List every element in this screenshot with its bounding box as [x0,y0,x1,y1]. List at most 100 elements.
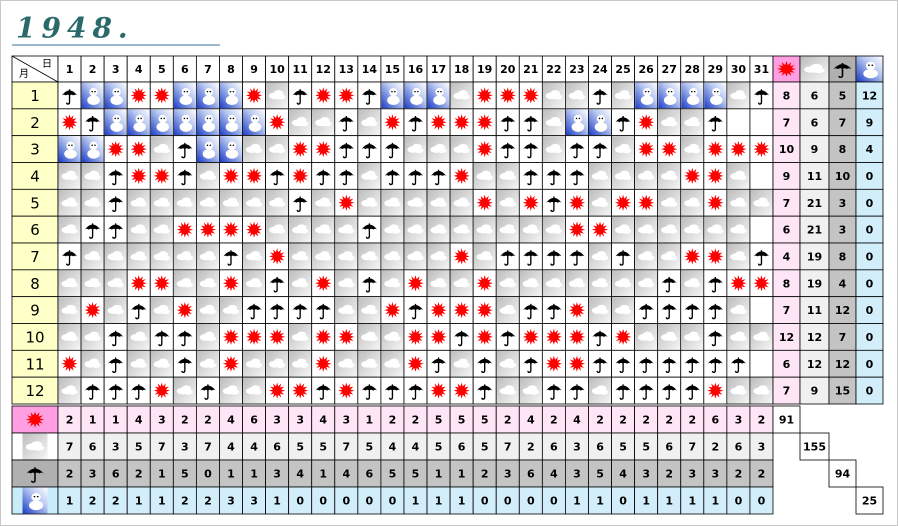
month-count-cell [799,376,830,405]
weather-icon [196,243,219,270]
month-count-cell [772,242,801,271]
weather-icon [427,243,450,270]
day-number: 27 [662,63,677,76]
weather-icon [681,136,704,162]
month-count: 7 [783,116,791,129]
weather-icon [450,136,473,162]
month-count: 7 [839,116,847,129]
day-count: 6 [366,468,374,481]
weather-icon [150,136,173,162]
month-count: 11 [807,304,822,317]
weather-icon [542,270,565,297]
day-count: 1 [366,414,374,427]
day-count: 2 [481,468,489,481]
weather-icon [588,243,612,270]
day-count: 4 [135,414,143,427]
weather-icon [727,297,750,323]
weather-icon [358,163,381,189]
weather-icon [704,82,727,109]
weather-icon [612,297,635,323]
day-number: 10 [269,63,285,76]
month-label-cell [11,296,59,324]
weather-icon [565,82,588,109]
weather-icon [450,82,473,109]
weather-icon [727,243,750,270]
day-count: 5 [135,441,143,454]
weather-icon [81,163,104,189]
weather-icon [358,324,381,350]
day-count: 4 [319,414,327,427]
day-count: 5 [596,468,604,481]
weather-icon [266,350,289,377]
month-count: 21 [807,197,822,210]
month-count-cell [772,323,801,351]
weather-icon [358,243,381,270]
day-count-cell [749,486,774,515]
weather-icon [22,433,48,460]
month-label: 6 [30,221,40,239]
weather-icon [519,270,542,297]
month-count: 6 [811,89,819,102]
weather-icon [196,324,219,350]
month-label-cell [11,215,59,244]
weather-icon [173,377,196,404]
weather-icon [196,350,219,377]
day-count: 2 [112,495,120,508]
day-count: 2 [758,414,766,427]
day-count: 2 [550,414,558,427]
day-count: 1 [227,468,235,481]
day-number: 25 [615,63,630,76]
weather-icon [196,270,219,297]
day-count: 2 [66,468,74,481]
weather-icon [81,350,104,377]
weather-icon [104,297,127,323]
day-count: 3 [250,495,258,508]
weather-icon [196,163,219,189]
month-count: 5 [839,89,847,102]
month-label-cell [11,323,59,351]
weather-icon [58,163,81,189]
month-count: 0 [866,224,874,237]
day-count: 0 [758,495,766,508]
month-count: 0 [866,331,874,344]
day-count: 5 [366,441,374,454]
day-count: 1 [89,414,97,427]
weather-icon [519,377,542,404]
weather-icon [681,189,704,216]
day-count: 2 [527,441,535,454]
day-number: 31 [754,63,769,76]
day-count: 3 [735,414,743,427]
month-count: 19 [807,277,822,290]
weather-icon [173,270,196,297]
weather-icon [150,350,173,377]
corner-diagonal [11,55,59,83]
month-count-cell [828,349,857,378]
weather-icon [727,82,750,109]
weather-icon [635,243,658,270]
weather-icon [635,216,658,243]
weather-icon [173,243,196,270]
weather-icon [427,216,450,243]
weather-icon [681,324,704,350]
month-count-cell [855,376,884,405]
weather-icon [266,136,289,162]
day-count: 3 [89,468,97,481]
month-count-cell [772,81,801,110]
day-count: 3 [573,441,581,454]
weather-icon [289,109,312,136]
day-cell [749,162,774,190]
month-count: 9 [811,143,819,156]
month-count-cell [772,376,801,405]
day-cell [749,296,774,324]
day-count: 6 [112,468,120,481]
day-count: 2 [712,441,720,454]
day-count: 1 [158,468,166,481]
day-count: 5 [481,441,489,454]
weather-icon [542,82,565,109]
day-count: 5 [412,468,420,481]
total-cell [799,432,830,461]
weather-icon [450,350,473,377]
day-count: 2 [66,414,74,427]
weather-icon [266,216,289,243]
